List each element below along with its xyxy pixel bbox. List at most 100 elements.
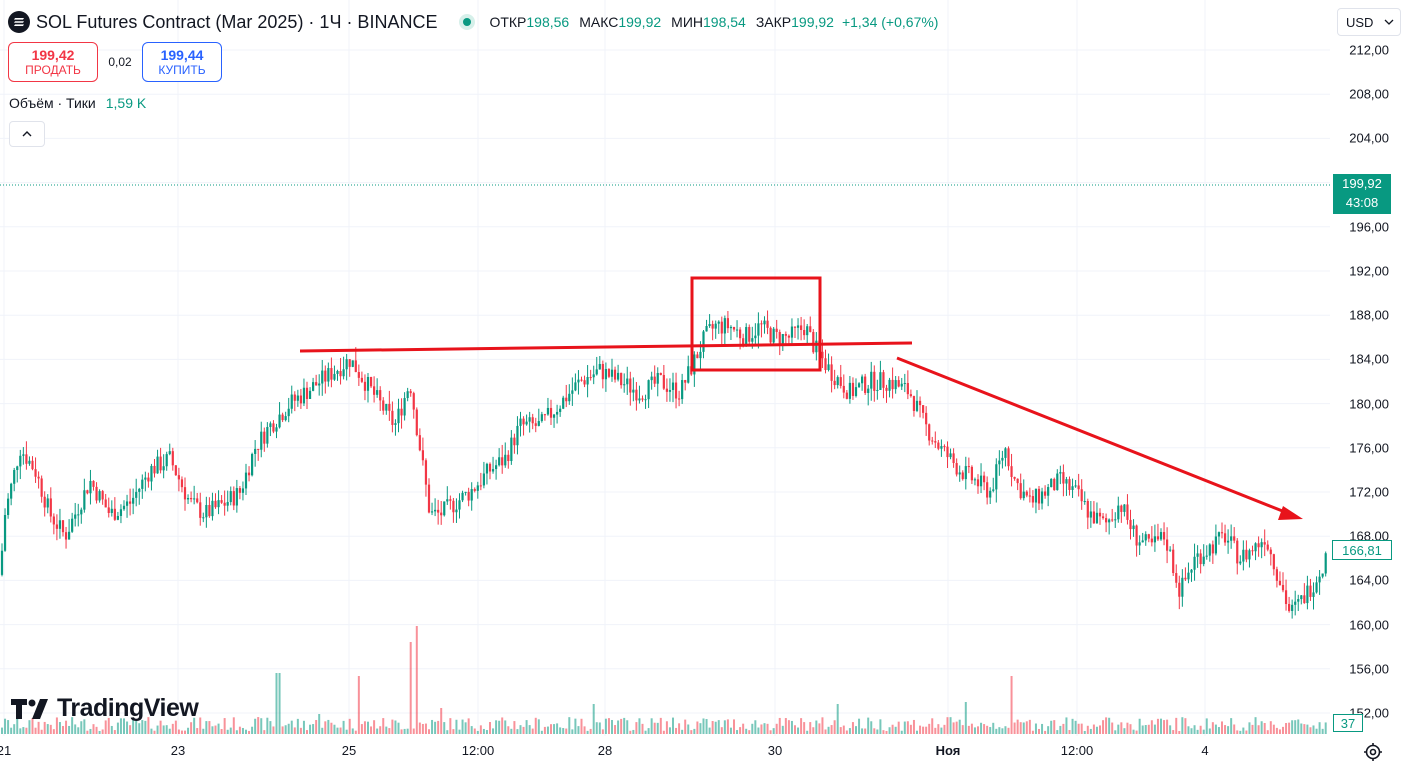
bar-countdown: 43:08 xyxy=(1345,195,1379,210)
volume-bar xyxy=(1092,724,1095,734)
candle-body xyxy=(470,489,473,501)
volume-bar xyxy=(400,729,403,734)
volume-bar xyxy=(589,728,592,734)
symbol-title[interactable]: SOL Futures Contract (Mar 2025) · 1Ч · B… xyxy=(36,11,438,32)
volume-bar xyxy=(461,719,464,734)
candle-body xyxy=(589,377,592,379)
gear-icon[interactable] xyxy=(1363,742,1383,762)
volume-bar xyxy=(861,728,864,734)
candle-body xyxy=(1150,538,1153,543)
candle-body xyxy=(10,483,13,499)
buy-button[interactable]: 199,44 КУПИТЬ xyxy=(142,42,222,82)
volume-bar xyxy=(653,722,656,734)
currency-select[interactable]: USD xyxy=(1337,8,1401,36)
volume-bar xyxy=(995,728,998,734)
volume-bar xyxy=(1126,722,1129,734)
candle-body xyxy=(1205,555,1208,557)
candle-body xyxy=(562,397,565,409)
volume-bar xyxy=(241,727,244,734)
market-status-icon[interactable] xyxy=(459,14,476,30)
volume-bar xyxy=(781,725,784,734)
volume-bar xyxy=(787,720,790,734)
volume-bar xyxy=(1138,718,1141,734)
volume-bar xyxy=(1083,730,1086,734)
volume-indicator-legend[interactable]: Объём · Тики 1,59 K xyxy=(9,95,146,111)
volume-bar xyxy=(1099,725,1101,734)
volume-bar xyxy=(107,717,110,734)
candle-body xyxy=(583,380,586,385)
volume-bar xyxy=(1230,718,1233,734)
volume-bar xyxy=(830,725,833,734)
tradingview-logo[interactable]: TradingView xyxy=(11,694,199,723)
price-tick-label: 208,00 xyxy=(1349,86,1389,102)
volume-bar xyxy=(702,718,705,734)
volume-bar xyxy=(1050,720,1053,734)
volume-bar xyxy=(763,723,766,734)
candle-body xyxy=(815,340,818,353)
solana-icon[interactable] xyxy=(8,11,30,33)
resistance-line xyxy=(299,341,913,353)
volume-bar xyxy=(1275,727,1278,734)
candle-body xyxy=(897,380,900,387)
candle-body xyxy=(763,320,766,325)
candle-body xyxy=(510,437,513,462)
currency-label: USD xyxy=(1346,14,1374,30)
volume-bar xyxy=(696,721,699,734)
volume-bar xyxy=(1077,723,1080,734)
candle-body xyxy=(330,368,333,380)
volume-bar xyxy=(138,723,141,734)
volume-bar xyxy=(147,717,150,734)
low-value: 198,54 xyxy=(703,14,746,30)
volume-bar xyxy=(806,730,809,734)
candle-body xyxy=(781,334,784,345)
candle-body xyxy=(580,379,583,381)
candle-body xyxy=(1098,512,1102,517)
candle-body xyxy=(1025,491,1028,496)
candle-body xyxy=(1083,501,1086,503)
volume-bar xyxy=(504,720,507,734)
candle-body xyxy=(1284,590,1288,605)
candle-body xyxy=(58,520,62,529)
candle-body xyxy=(1053,478,1056,491)
candle-body xyxy=(174,465,177,476)
volume-bar xyxy=(342,720,345,734)
candle-body xyxy=(452,500,455,513)
candle-body xyxy=(918,400,922,406)
candle-body xyxy=(461,492,464,501)
volume-bar xyxy=(1169,725,1172,734)
candle-body xyxy=(1159,532,1163,540)
volume-bar xyxy=(757,727,760,734)
candle-body xyxy=(287,408,290,417)
volume-bar xyxy=(1266,730,1269,734)
candle-body xyxy=(232,491,235,506)
volume-bar xyxy=(1053,720,1056,734)
volume-bar xyxy=(275,673,278,734)
volume-bar xyxy=(1172,730,1175,734)
volume-bar xyxy=(272,726,275,734)
candle-body xyxy=(31,460,34,470)
volume-bar xyxy=(394,720,397,734)
volume-bar xyxy=(665,721,668,734)
candle-body xyxy=(415,409,418,436)
volume-bar xyxy=(1117,724,1120,734)
candle-body xyxy=(812,331,815,353)
candle-body xyxy=(879,372,882,390)
candle-body xyxy=(629,378,632,393)
collapse-legend-button[interactable] xyxy=(9,121,45,147)
candle-body xyxy=(787,335,790,338)
volume-bar xyxy=(943,724,946,734)
drawing-annotations[interactable] xyxy=(299,276,1303,520)
candle-body xyxy=(1172,549,1175,574)
chart-grid xyxy=(0,0,1330,736)
candle-body xyxy=(1019,483,1022,499)
volume-bar xyxy=(543,726,546,734)
sell-button[interactable]: 199,42 ПРОДАТЬ xyxy=(8,42,98,82)
candle-body xyxy=(836,377,839,386)
volume-value-tag: 37 xyxy=(1333,714,1363,732)
volume-bar xyxy=(1059,725,1062,734)
candle-body xyxy=(610,369,614,377)
volume-bar xyxy=(522,726,525,734)
candle-body xyxy=(437,509,440,513)
candle-body xyxy=(1275,569,1278,581)
